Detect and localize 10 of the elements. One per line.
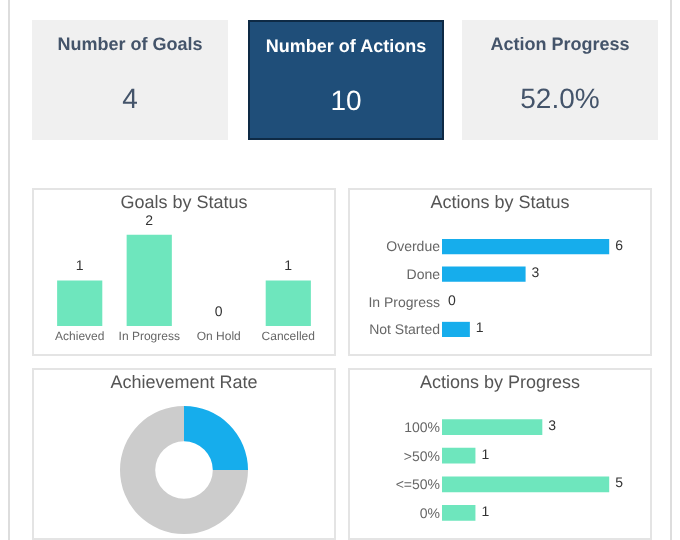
text: Number of Goals [55,34,205,54]
chart-title: Actions by Progress [419,371,582,392]
text: Number of Actions [263,36,429,56]
chart-title: Achievement Rate [110,371,258,392]
text: 52.0% [518,82,602,114]
chart-title: Actions by Status [430,191,571,212]
text: 10 [328,84,364,116]
chart-title: Goals by Status [120,191,249,212]
text: Action Progress [488,34,632,54]
text: 4 [120,82,140,114]
